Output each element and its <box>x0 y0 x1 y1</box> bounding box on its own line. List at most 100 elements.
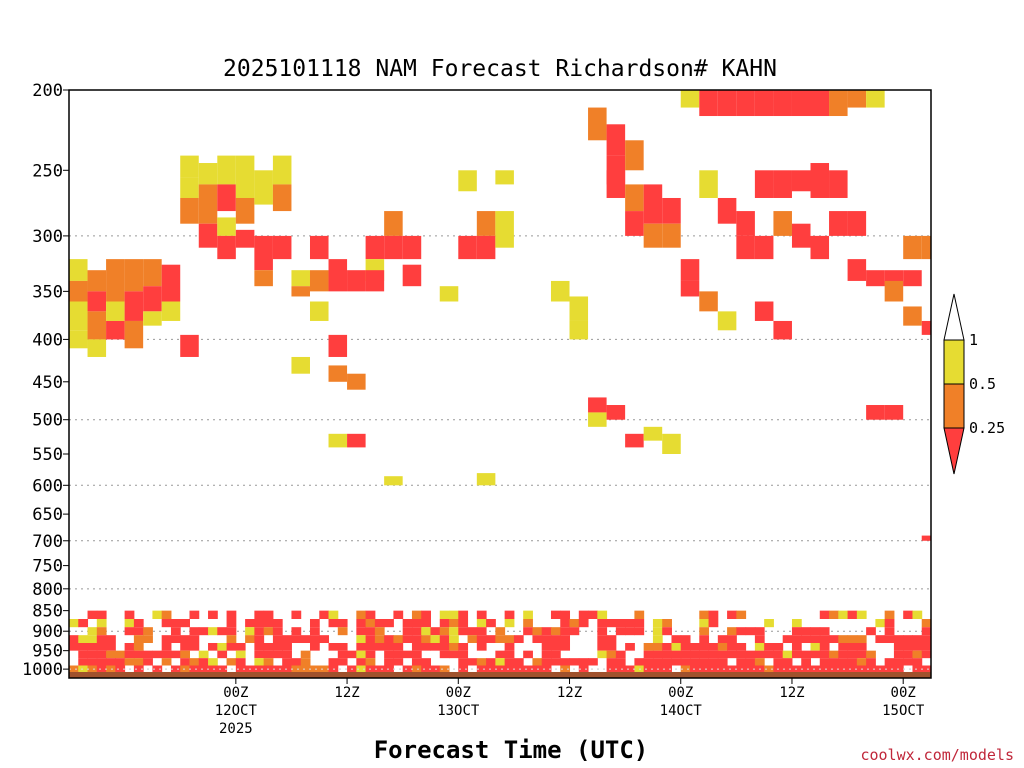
pbl-cell <box>374 619 385 628</box>
pbl-cell <box>745 650 756 659</box>
pbl-cell <box>532 635 543 644</box>
ri-cell-60 <box>439 286 459 302</box>
pbl-cell <box>532 658 543 666</box>
ri-cell-65 <box>476 473 496 486</box>
pbl-cell <box>143 658 153 666</box>
pbl-cell <box>504 658 515 666</box>
ri-cell-77 <box>606 405 626 420</box>
ri-cell-23 <box>198 163 218 185</box>
pbl-cell <box>606 650 617 659</box>
pbl-cell <box>152 665 163 672</box>
pbl-cell <box>829 635 839 644</box>
pbl-cell <box>819 658 830 666</box>
pbl-cell <box>588 610 598 620</box>
ri-cell-80 <box>625 211 644 236</box>
ri-cell-29 <box>217 235 236 260</box>
pbl-cell <box>143 627 153 636</box>
pbl-cell <box>513 665 524 672</box>
pbl-cell <box>736 658 747 666</box>
pbl-cell <box>124 650 135 659</box>
ri-cell-35 <box>254 270 273 287</box>
pbl-cell <box>560 665 571 672</box>
ri-cell-106 <box>773 211 792 236</box>
pbl-cell <box>745 665 756 672</box>
xtick-label-72-0: 00Z <box>891 685 916 701</box>
pbl-cell <box>87 627 98 636</box>
pbl-cell <box>486 658 496 666</box>
pbl-cell <box>467 658 478 666</box>
pbl-cell <box>198 658 209 666</box>
xtick-label-0-0: 00Z <box>223 685 248 701</box>
pbl-cell <box>272 650 283 659</box>
pbl-cell <box>133 627 144 636</box>
pbl-cell <box>226 619 237 628</box>
pbl-cell <box>847 665 858 672</box>
pbl-cell <box>96 610 107 620</box>
legend-below-0.25-triangle <box>943 427 965 475</box>
pbl-cell <box>309 635 320 644</box>
ri-cell-131 <box>921 320 931 335</box>
pbl-cell <box>96 619 107 628</box>
pbl-cell <box>643 665 654 672</box>
pbl-cell <box>754 643 765 651</box>
ri-cell-54 <box>365 270 385 292</box>
ri-cell-38 <box>272 235 292 260</box>
pbl-cell <box>782 650 793 659</box>
pbl-cell <box>791 619 802 628</box>
ri-cell-15 <box>143 286 162 312</box>
pbl-cell <box>727 610 737 620</box>
pbl-cell <box>282 643 292 651</box>
pbl-cell <box>133 658 144 666</box>
pbl-cell <box>272 619 283 628</box>
pbl-cell <box>411 627 422 636</box>
pbl-cell <box>727 627 737 636</box>
pbl-cell <box>421 643 431 651</box>
ri-cell-67 <box>495 211 514 248</box>
pbl-cell <box>143 650 153 659</box>
pbl-cell <box>671 658 682 666</box>
ri-cell-47 <box>328 365 348 382</box>
pbl-cell <box>411 658 422 666</box>
richardson-cells <box>69 90 931 672</box>
ri-cell-31 <box>235 197 255 224</box>
pbl-cell <box>217 650 228 659</box>
pbl-cell <box>384 650 394 659</box>
pbl-cell <box>884 635 895 644</box>
pbl-cell <box>170 635 181 644</box>
pbl-cell <box>411 665 422 672</box>
ytick-label-500: 500 <box>32 411 63 431</box>
pbl-cell <box>439 665 450 672</box>
pbl-cell <box>893 643 904 651</box>
pbl-cell <box>606 665 617 672</box>
pbl-cell <box>652 658 663 666</box>
pbl-cell <box>356 635 367 644</box>
pbl-cell <box>921 619 931 628</box>
pbl-cell <box>365 619 376 628</box>
pbl-cell <box>856 635 867 644</box>
pbl-cell <box>439 610 450 620</box>
pbl-cell <box>652 650 663 659</box>
gridlines <box>69 235 931 670</box>
pbl-cell <box>550 627 561 636</box>
ri-cell-85 <box>662 197 681 224</box>
ri-cell-91 <box>699 90 718 117</box>
pbl-cell <box>300 665 311 672</box>
pbl-cell <box>272 643 283 651</box>
pbl-cell <box>96 627 107 636</box>
pbl-cell <box>662 658 672 666</box>
pbl-cell <box>449 635 459 644</box>
pbl-cell <box>532 627 543 636</box>
ri-cell-70 <box>569 320 589 340</box>
pbl-cell <box>449 619 459 628</box>
pbl-cell <box>754 658 765 666</box>
pbl-cell <box>504 643 515 651</box>
pbl-cell <box>458 665 469 672</box>
pbl-cell <box>356 610 367 620</box>
pbl-cell <box>337 650 348 659</box>
pbl-cell <box>217 643 228 651</box>
xtick-label-24-0: 00Z <box>446 685 471 701</box>
pbl-cell <box>810 635 821 644</box>
pbl-cell <box>699 635 710 644</box>
pbl-cell <box>856 643 867 651</box>
legend-bin-0.25-0.5 <box>943 383 965 429</box>
